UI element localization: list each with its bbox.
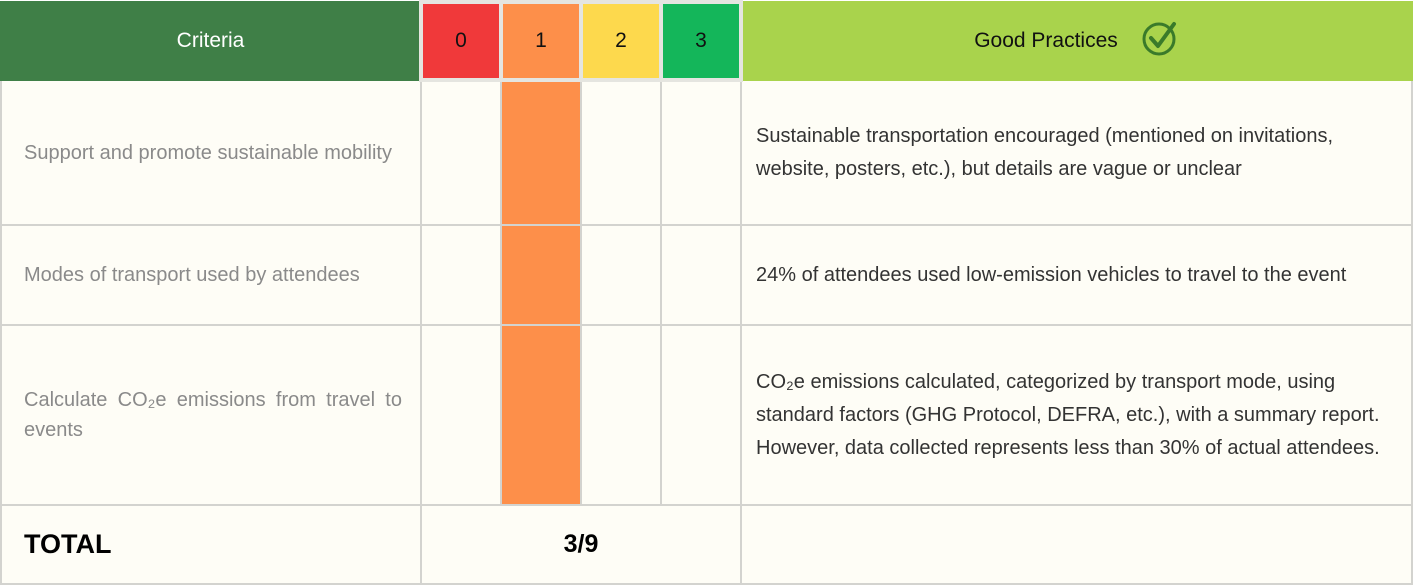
criteria-cell: Support and promote sustainable mobility xyxy=(0,79,422,226)
score-header: 0 xyxy=(419,0,503,82)
criteria-row: Calculate CO₂e emissions from travel to … xyxy=(0,324,1413,506)
criteria-header: Criteria xyxy=(0,1,422,81)
table-body: Support and promote sustainable mobility… xyxy=(0,79,1413,585)
score-cell xyxy=(500,324,582,506)
criteria-cell: Calculate CO₂e emissions from travel to … xyxy=(0,324,422,506)
good-practices-title: Good Practices xyxy=(974,29,1118,52)
score-cell xyxy=(580,324,662,506)
check-icon xyxy=(1140,18,1180,64)
check-svg xyxy=(1142,22,1176,56)
total-value: 3/9 xyxy=(420,504,742,585)
score-cell xyxy=(420,324,502,506)
header-label: Good Practices xyxy=(974,18,1180,64)
score-cell xyxy=(660,224,742,326)
total-label: TOTAL xyxy=(0,504,422,585)
score-cell xyxy=(500,79,582,226)
score-header: 3 xyxy=(659,0,743,82)
score-header: 2 xyxy=(579,0,663,82)
total-empty xyxy=(740,504,1413,585)
score-cell xyxy=(420,224,502,326)
score-cell xyxy=(660,324,742,506)
score-header: 1 xyxy=(499,0,583,82)
header-row: Criteria 0 1 2 3 Good Practices xyxy=(0,0,1413,82)
good-practices-header: Good Practices xyxy=(740,1,1413,81)
good-practice-cell: CO₂e emissions calculated, categorized b… xyxy=(740,324,1413,506)
score-cell xyxy=(660,79,742,226)
criteria-row: Modes of transport used by attendees 24% … xyxy=(0,224,1413,326)
score-cell xyxy=(420,79,502,226)
good-practice-cell: Sustainable transportation encouraged (m… xyxy=(740,79,1413,226)
criteria-cell: Modes of transport used by attendees xyxy=(0,224,422,326)
total-row: TOTAL 3/9 xyxy=(0,504,1413,585)
good-practice-cell: 24% of attendees used low-emission vehic… xyxy=(740,224,1413,326)
score-cell xyxy=(580,79,662,226)
criteria-row: Support and promote sustainable mobility… xyxy=(0,79,1413,226)
score-cell xyxy=(580,224,662,326)
score-cell xyxy=(500,224,582,326)
